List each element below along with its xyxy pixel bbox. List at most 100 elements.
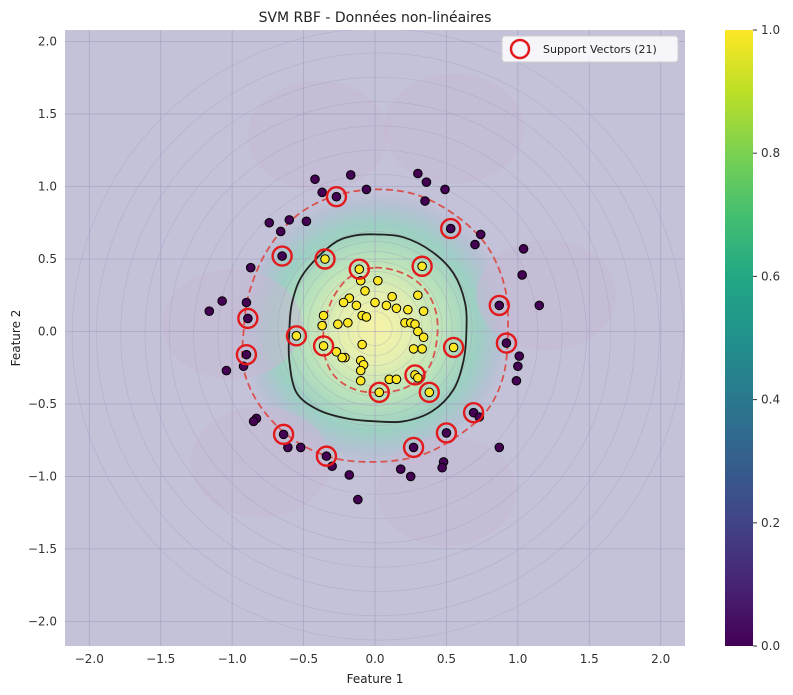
data-point-class-0: [317, 187, 327, 198]
data-point-class-0: [217, 296, 227, 306]
x-tick-label: −1.0: [218, 652, 247, 666]
data-point-class-1: [291, 331, 302, 341]
data-point-class-0: [331, 191, 342, 202]
support-vector-ring: [314, 248, 336, 270]
support-vector-ring: [285, 325, 308, 347]
data-point-class-0: [301, 216, 312, 227]
data-point-class-0: [514, 351, 525, 361]
data-point-class-0: [277, 251, 287, 261]
support-vector-ring: [418, 381, 440, 404]
x-tick-label: −2.0: [75, 652, 104, 666]
support-vector-ring: [442, 336, 465, 359]
probability-contour: [120, 76, 636, 592]
data-point-class-1: [355, 365, 366, 376]
data-point-class-0: [345, 170, 356, 180]
probability-contour: [71, 30, 684, 641]
data-point-class-1: [403, 304, 413, 315]
data-point-class-0: [241, 297, 252, 308]
data-point-class-0: [361, 184, 372, 195]
data-point-class-1: [418, 306, 429, 316]
data-point-class-0: [494, 300, 505, 311]
support-vector-ring: [404, 364, 426, 386]
data-point-class-0: [248, 416, 259, 427]
legend: Support Vectors (21): [501, 35, 679, 63]
data-point-class-1: [413, 373, 423, 383]
chart-title: SVM RBF - Données non-linéaires: [259, 10, 492, 26]
x-tick-label: 0.5: [437, 652, 456, 666]
data-point-class-0: [241, 349, 252, 360]
y-tick-label: −1.0: [28, 469, 57, 483]
support-vector-ring: [271, 245, 293, 267]
decision-boundary: [287, 233, 468, 424]
data-point-class-0: [284, 215, 295, 225]
data-point-class-1: [417, 261, 427, 272]
y-tick-label: 2.0: [38, 35, 57, 49]
legend-ring-icon: [509, 38, 531, 60]
data-point-class-1: [413, 326, 423, 337]
data-point-class-0: [420, 196, 430, 206]
data-point-class-1: [391, 374, 402, 385]
probability-lobe: [190, 406, 331, 517]
data-point-class-0: [518, 244, 529, 254]
data-point-class-1: [343, 317, 353, 328]
x-tick-label: 1.5: [580, 652, 599, 666]
data-point-class-0: [413, 168, 423, 179]
x-tick-label: 0.0: [365, 652, 384, 666]
data-point-class-1: [424, 387, 435, 398]
support-vector-ring: [235, 343, 258, 366]
data-point-class-0: [264, 217, 275, 228]
colorbar-tick-label: 0.0: [761, 639, 780, 653]
y-tick-label: 0.5: [38, 252, 57, 266]
data-point-class-1: [408, 344, 419, 354]
y-tick-label: −2.0: [28, 614, 57, 628]
y-ticks: −2.0 −1.5 −1.0 −0.5 0.0 0.5 1.0 1.5 2.0: [28, 35, 57, 629]
support-vector-ring: [462, 401, 485, 424]
data-point-class-0: [295, 442, 306, 453]
data-point-class-0: [395, 464, 406, 474]
y-tick-label: 0.0: [38, 324, 57, 338]
data-point-class-1: [381, 300, 392, 311]
data-point-class-1: [351, 300, 362, 311]
colorbar-ticks: 0.0 0.2 0.4 0.6 0.8 1.0: [753, 23, 780, 653]
data-point-class-0: [344, 470, 355, 480]
data-point-class-0: [475, 229, 486, 240]
data-point-class-0: [513, 361, 523, 372]
data-point-class-0: [534, 300, 545, 311]
data-point-class-1: [373, 275, 383, 286]
data-point-class-0: [310, 174, 320, 185]
support-vector-ring: [488, 294, 510, 317]
data-point-class-1: [417, 344, 427, 354]
support-vector-ring: [435, 422, 458, 444]
data-point-class-1: [413, 290, 423, 301]
data-point-class-1: [333, 319, 343, 330]
data-point-class-0: [204, 306, 215, 316]
x-tick-label: −0.5: [289, 652, 318, 666]
data-point-class-0: [321, 451, 332, 461]
probability-contour: [168, 125, 587, 544]
y-tick-label: 1.0: [38, 180, 57, 194]
probability-lobe: [476, 240, 617, 351]
data-point-class-0: [221, 365, 232, 376]
support-vector-ring: [315, 445, 338, 467]
x-tick-label: −1.5: [146, 652, 175, 666]
support-vector-ring: [325, 185, 348, 208]
data-point-class-1: [374, 387, 385, 398]
x-tick-label: 1.0: [508, 652, 527, 666]
grid: [65, 30, 685, 646]
probability-contour: [217, 174, 539, 495]
y-tick-label: −1.5: [28, 542, 57, 556]
data-point-class-1: [448, 342, 459, 353]
colorbar-tick-label: 0.4: [761, 393, 780, 407]
data-point-class-1: [338, 297, 349, 308]
y-tick-label: 1.5: [38, 107, 57, 121]
colorbar: 0.0 0.2 0.4 0.6 0.8 1.0: [725, 23, 780, 653]
data-point-class-0: [440, 184, 450, 195]
data-point-class-0: [245, 262, 256, 273]
probability-contour: [96, 52, 660, 617]
support-vector-ring: [368, 381, 390, 404]
data-point-class-0: [511, 375, 522, 386]
x-axis-title: Feature 1: [347, 672, 404, 686]
legend-label: Support Vectors (21): [543, 43, 657, 56]
data-point-class-0: [517, 270, 527, 280]
